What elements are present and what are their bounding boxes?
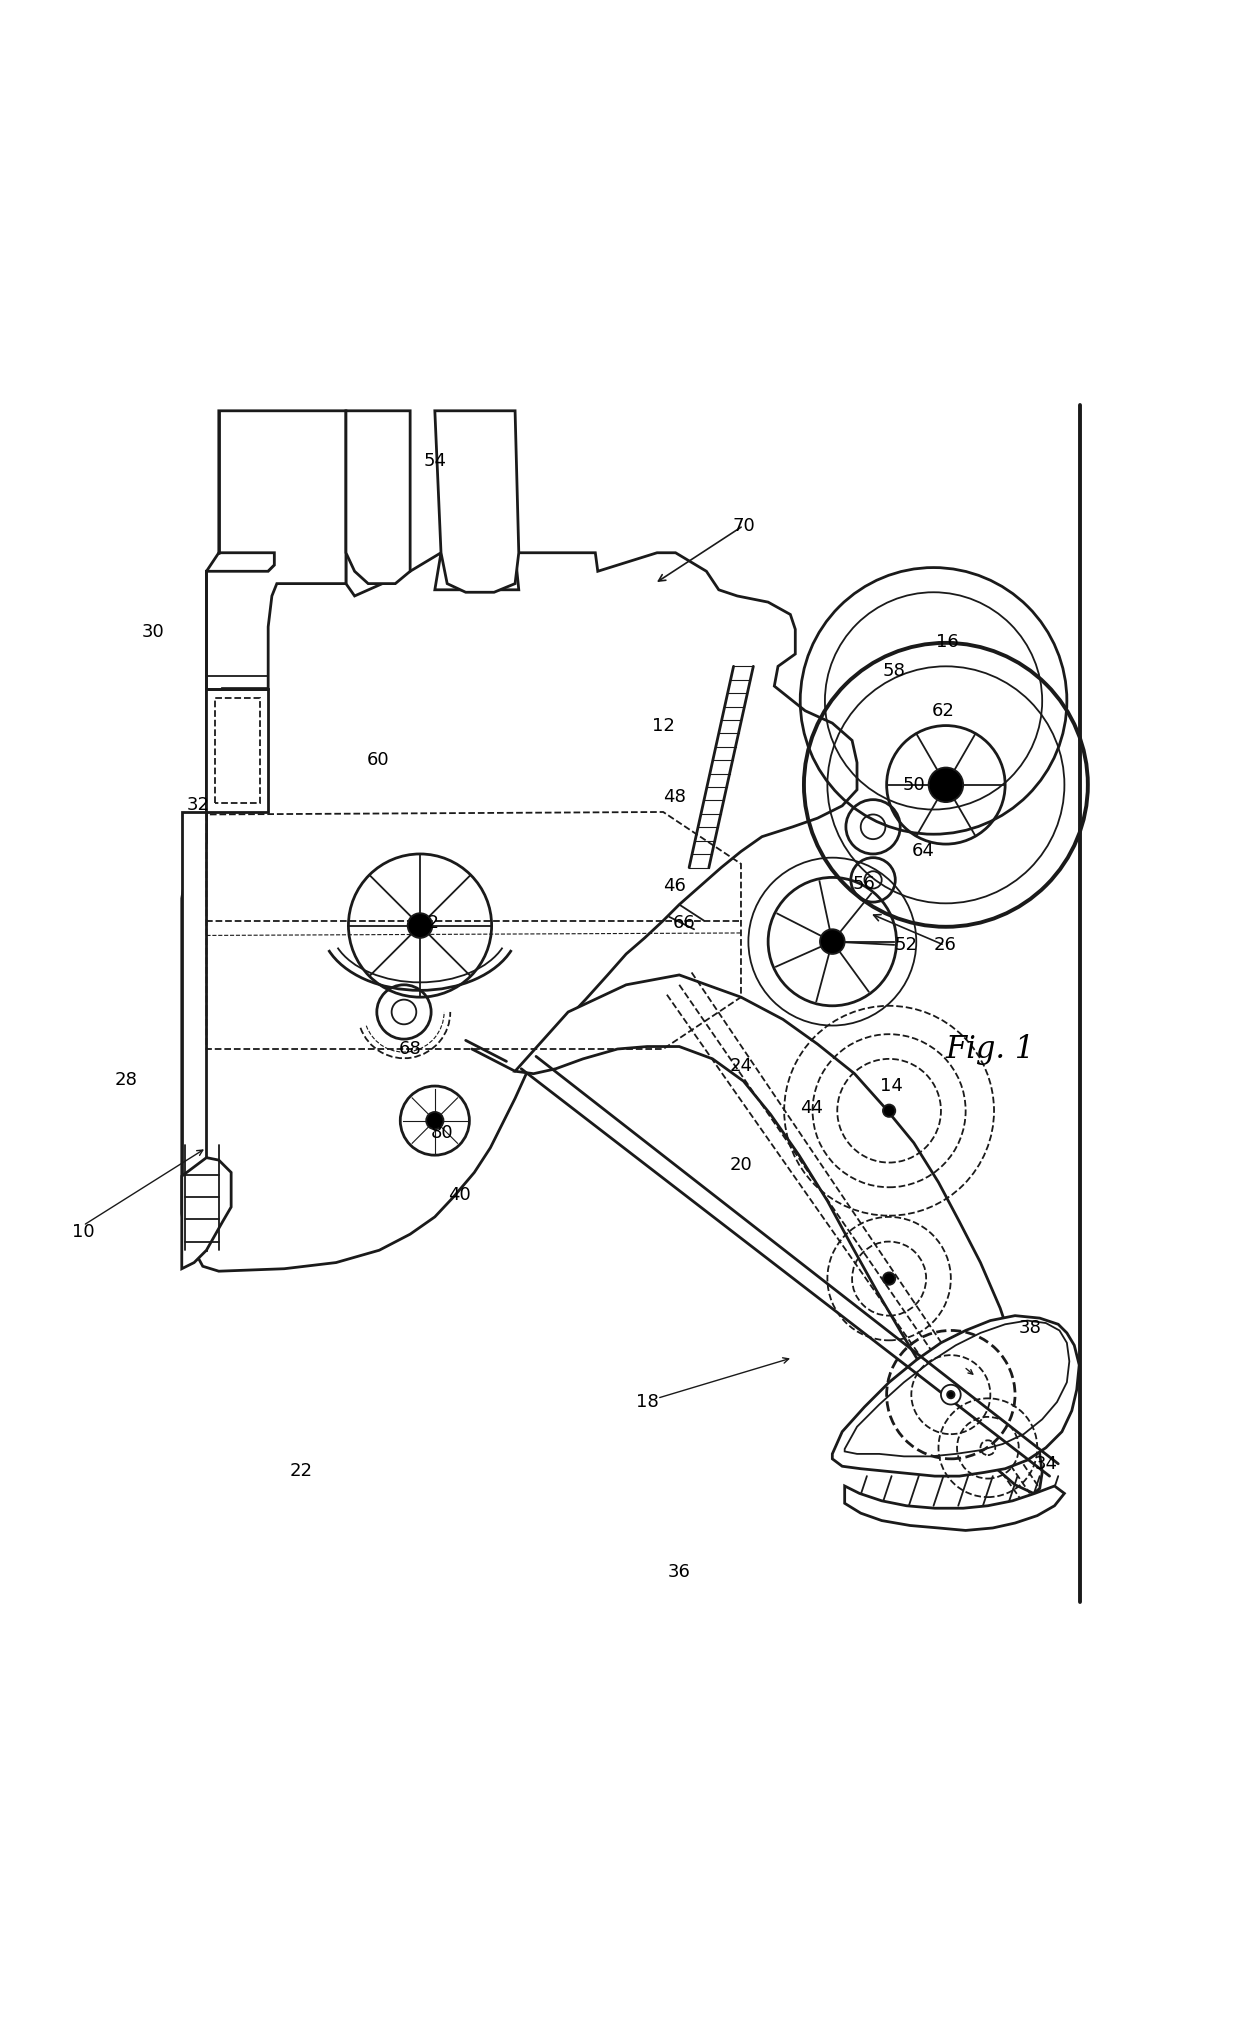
Polygon shape bbox=[182, 812, 207, 1250]
Text: 18: 18 bbox=[636, 1393, 658, 1411]
Text: Fig. 1: Fig. 1 bbox=[946, 1034, 1035, 1064]
Polygon shape bbox=[207, 410, 346, 812]
Text: 66: 66 bbox=[673, 915, 696, 933]
Text: 20: 20 bbox=[729, 1157, 753, 1173]
Polygon shape bbox=[832, 1316, 1079, 1476]
Polygon shape bbox=[182, 1157, 231, 1268]
Text: 22: 22 bbox=[290, 1462, 312, 1480]
Text: 12: 12 bbox=[652, 717, 675, 735]
Text: 56: 56 bbox=[853, 874, 875, 892]
Circle shape bbox=[883, 1272, 895, 1284]
Text: 24: 24 bbox=[729, 1058, 753, 1076]
Text: 34: 34 bbox=[1034, 1456, 1058, 1472]
Text: 50: 50 bbox=[903, 775, 925, 793]
Polygon shape bbox=[207, 688, 268, 812]
Polygon shape bbox=[515, 975, 1042, 1494]
Text: 32: 32 bbox=[186, 795, 210, 814]
Text: 48: 48 bbox=[663, 787, 686, 806]
Circle shape bbox=[820, 929, 844, 953]
Polygon shape bbox=[435, 410, 518, 592]
Text: 10: 10 bbox=[72, 1224, 94, 1242]
Text: 16: 16 bbox=[936, 632, 959, 650]
Text: 80: 80 bbox=[432, 1125, 454, 1143]
Circle shape bbox=[947, 1391, 955, 1399]
Text: 68: 68 bbox=[399, 1040, 422, 1058]
Polygon shape bbox=[346, 410, 410, 583]
Circle shape bbox=[929, 767, 963, 802]
Text: 36: 36 bbox=[668, 1563, 691, 1581]
Text: 30: 30 bbox=[143, 622, 165, 640]
Text: 26: 26 bbox=[934, 937, 956, 955]
Text: 46: 46 bbox=[663, 876, 686, 894]
Text: 54: 54 bbox=[423, 452, 446, 470]
Circle shape bbox=[941, 1385, 961, 1405]
Text: 70: 70 bbox=[732, 517, 755, 535]
Text: 40: 40 bbox=[448, 1185, 471, 1203]
Text: 64: 64 bbox=[913, 842, 935, 860]
Circle shape bbox=[408, 913, 433, 939]
Text: 58: 58 bbox=[883, 662, 905, 680]
Text: 14: 14 bbox=[880, 1076, 903, 1094]
Text: 62: 62 bbox=[932, 703, 955, 719]
Text: 38: 38 bbox=[1018, 1318, 1042, 1337]
Text: 52: 52 bbox=[895, 937, 918, 955]
Text: 42: 42 bbox=[415, 915, 439, 933]
Circle shape bbox=[427, 1112, 444, 1129]
Polygon shape bbox=[844, 1486, 1064, 1530]
Circle shape bbox=[883, 1104, 895, 1117]
Polygon shape bbox=[182, 553, 857, 1272]
Text: 28: 28 bbox=[115, 1070, 138, 1088]
Text: 60: 60 bbox=[367, 751, 389, 769]
Text: 44: 44 bbox=[800, 1098, 823, 1117]
